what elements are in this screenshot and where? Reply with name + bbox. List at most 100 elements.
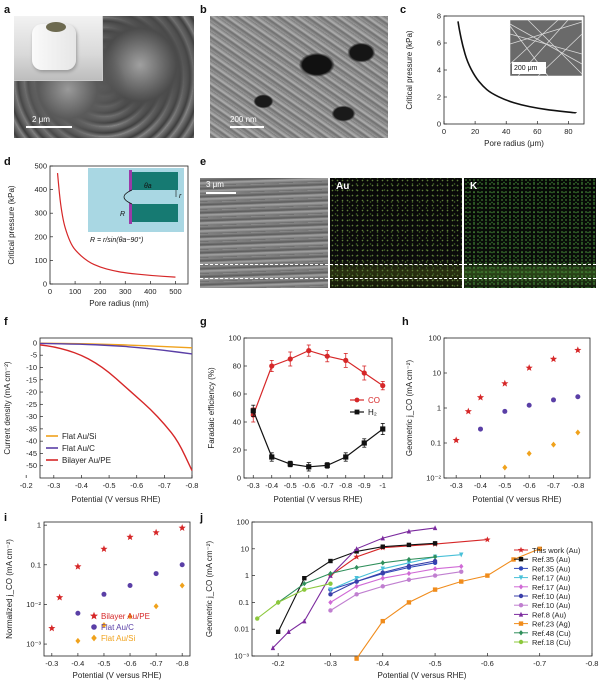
legend-label: Ref.8 (Au) [532, 610, 567, 619]
series-line [330, 565, 462, 603]
legend-label: This work (Au) [532, 546, 581, 555]
data-point [518, 566, 524, 571]
y-tick-label: 4 [437, 66, 441, 75]
x-tick-label: -0.4 [75, 481, 88, 490]
y-tick-label: 0 [237, 474, 241, 483]
x-tick-label: -0.8 [586, 659, 599, 668]
data-point [275, 600, 281, 605]
panel-label-d: d [4, 156, 11, 168]
eds-map-label-k: K [470, 181, 478, 192]
fiber-line [509, 19, 559, 65]
x-tick-label: 80 [564, 127, 572, 136]
y-axis-label: Current density (mA cm⁻²) [3, 361, 12, 454]
x-tick-label: -0.3 [45, 659, 58, 668]
panel-label-i: i [4, 512, 8, 524]
scale-bar-b [230, 126, 264, 128]
interface-dashed-line [330, 278, 462, 279]
data-point [518, 584, 524, 590]
y-tick-label: 0.01 [234, 625, 249, 634]
panel-label-a: a [4, 4, 11, 16]
data-point [354, 575, 359, 581]
data-point [343, 454, 349, 460]
data-point [432, 525, 438, 531]
plot-frame [43, 521, 191, 657]
data-point [101, 622, 107, 629]
legend-label: Ref.23 (Ag) [532, 620, 571, 629]
data-point [432, 573, 438, 578]
data-point [406, 570, 412, 577]
data-point [432, 587, 438, 592]
y-axis-label: Normalized j_CO (mA cm⁻²) [5, 539, 14, 639]
plot-frame [251, 521, 593, 657]
series-line [252, 410, 384, 468]
x-tick-label: -1 [379, 481, 386, 490]
inset-label-R: R [120, 211, 125, 218]
data-point [549, 355, 558, 363]
scale-bar-label-e: 3 μm [206, 180, 224, 189]
data-point [328, 608, 333, 613]
plot-frame [49, 165, 189, 285]
data-point [406, 528, 412, 534]
x-tick-label: 100 [69, 287, 82, 296]
data-point [324, 462, 330, 468]
data-point [518, 630, 524, 636]
data-point [255, 616, 260, 621]
y-tick-label: 10 [241, 544, 249, 553]
data-point [459, 552, 464, 558]
data-point [306, 464, 312, 470]
x-axis-label: Potential (V versus RHE) [73, 671, 162, 680]
x-axis-label: Pore radius (nm) [89, 299, 149, 308]
membrane-edge [129, 170, 132, 192]
data-point [48, 624, 56, 632]
legend-label: Flat Au/Si [101, 634, 135, 643]
x-tick-label: -0.3 [47, 481, 60, 490]
x-tick-label: -0.7 [321, 481, 334, 490]
legend-label: Ref.17 (Au) [532, 574, 571, 583]
series-line [356, 548, 540, 659]
data-point [406, 560, 412, 566]
x-tick-label: -0.7 [547, 481, 560, 490]
fiber-mesh-inset: 200 μm [509, 19, 583, 77]
data-point [178, 524, 186, 531]
x-tick-label: 300 [119, 287, 132, 296]
data-point [432, 558, 438, 564]
y-tick-label: -25 [26, 400, 37, 409]
y-tick-label: 20 [233, 446, 241, 455]
y-tick-label: 2 [437, 93, 441, 102]
data-point [90, 611, 98, 620]
y-tick-label: 1 [37, 521, 41, 530]
scale-bar-label-a: 2 μm [32, 115, 50, 124]
x-tick-label: -0.9 [358, 481, 371, 490]
y-tick-label: 8 [437, 12, 441, 21]
chart-g: -0.3 -0.4 -0.5 -0.6 -0.7 -0.8 -0.9 -1 0 20 40 60 80 1… [207, 334, 393, 504]
data-point [526, 402, 532, 408]
y-tick-label: -10 [26, 363, 37, 372]
fiber-line [509, 33, 583, 55]
data-point [302, 587, 307, 592]
legend-label: Bilayer Au/PE [101, 612, 150, 621]
x-tick-label: -0.7 [533, 659, 546, 668]
panel-label-b: b [200, 4, 207, 16]
y-axis-label: Geometric j_CO (mA cm⁻²) [405, 360, 414, 457]
interface-dashed-line [200, 264, 328, 265]
x-tick-label: 60 [533, 127, 541, 136]
data-point [380, 544, 385, 549]
chart-f: -0.2 -0.3 -0.4 -0.5 -0.6 -0.7 -0.8 0 -5 -10 -15 -20… [3, 337, 198, 504]
data-point [287, 356, 293, 362]
data-point [354, 579, 359, 584]
legend-label: Ref.17 (Au) [532, 583, 571, 592]
data-point [406, 563, 412, 569]
y-tick-label: -15 [26, 375, 37, 384]
data-point [328, 587, 333, 593]
data-point [302, 581, 307, 587]
data-point [452, 436, 460, 444]
panel-label-g: g [200, 316, 207, 328]
series-line [330, 571, 462, 611]
data-point [518, 557, 524, 562]
data-point [328, 599, 333, 606]
y-axis-label: Critical pressure (kPa) [405, 30, 414, 109]
data-point [74, 562, 82, 570]
data-point [100, 545, 108, 553]
data-point [127, 583, 133, 589]
data-point [432, 554, 438, 560]
